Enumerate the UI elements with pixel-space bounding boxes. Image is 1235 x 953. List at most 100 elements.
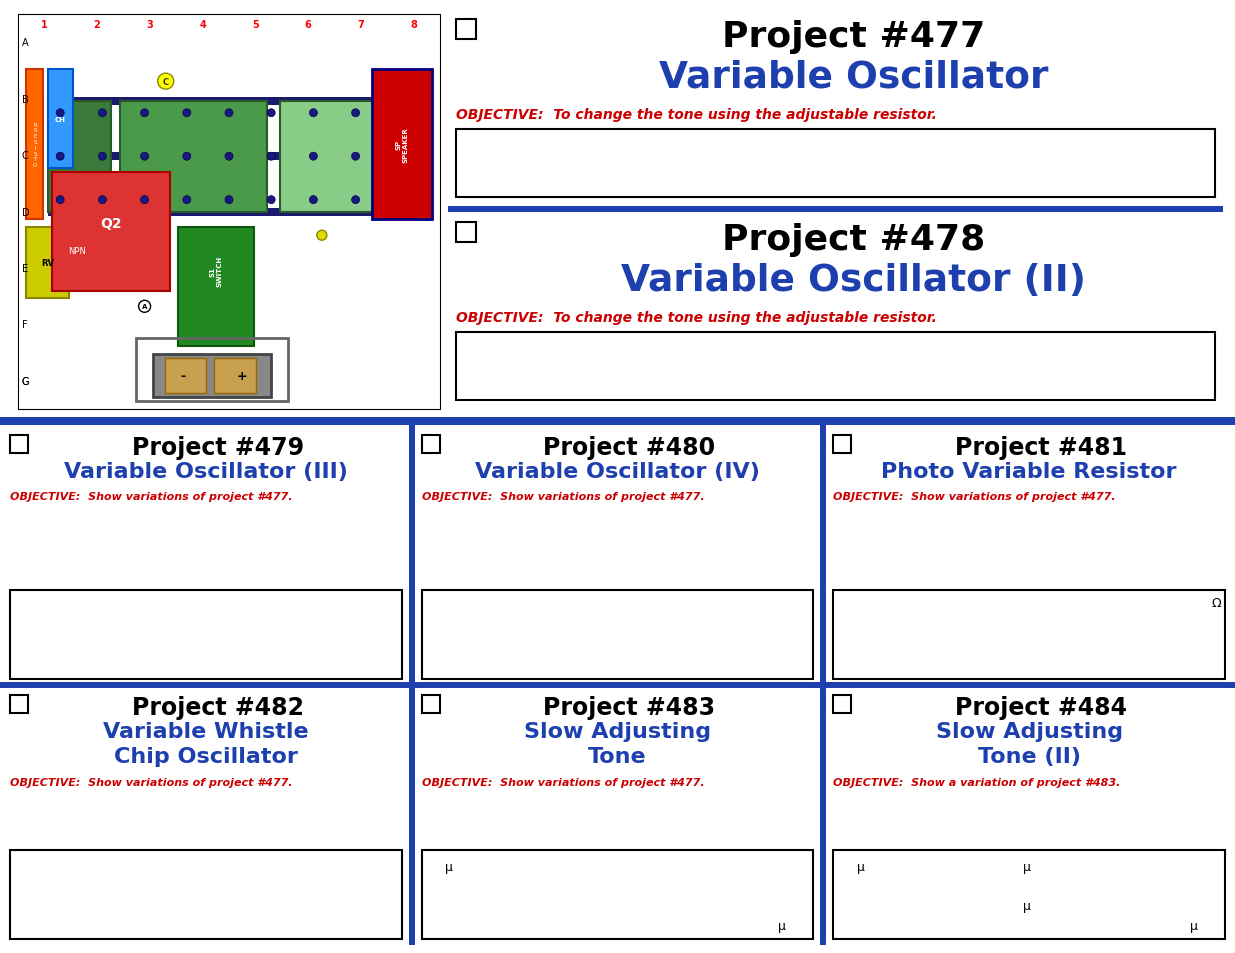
Circle shape <box>57 196 64 205</box>
Circle shape <box>267 110 275 117</box>
Bar <box>10 591 401 679</box>
Bar <box>409 426 415 945</box>
Circle shape <box>225 153 233 161</box>
Bar <box>456 130 1215 198</box>
Bar <box>178 228 254 347</box>
Text: Variable Oscillator (IV): Variable Oscillator (IV) <box>475 461 760 481</box>
Text: C: C <box>22 151 28 161</box>
Circle shape <box>267 153 275 161</box>
Text: Project #480: Project #480 <box>543 436 715 459</box>
Text: -: - <box>180 370 185 382</box>
Bar <box>47 71 73 169</box>
Circle shape <box>317 231 327 241</box>
Bar <box>52 172 170 292</box>
Bar <box>421 696 440 713</box>
Circle shape <box>99 153 106 161</box>
Circle shape <box>57 153 64 161</box>
Circle shape <box>183 110 190 117</box>
Text: C: C <box>163 77 169 87</box>
Text: μ: μ <box>1024 860 1031 873</box>
Text: OBJECTIVE:  Show variations of project #477.: OBJECTIVE: Show variations of project #4… <box>421 492 704 501</box>
Bar <box>820 426 826 945</box>
Text: Variable Oscillator: Variable Oscillator <box>658 60 1049 96</box>
Text: 6: 6 <box>305 20 311 30</box>
Bar <box>48 153 410 161</box>
Text: 4: 4 <box>199 20 206 30</box>
Circle shape <box>138 301 151 313</box>
Text: G: G <box>22 376 30 386</box>
Text: S1
SWITCH: S1 SWITCH <box>210 256 222 287</box>
Bar <box>421 850 814 939</box>
Bar <box>153 355 272 397</box>
Bar <box>834 591 1225 679</box>
Text: Variable Oscillator (III): Variable Oscillator (III) <box>64 461 348 481</box>
Circle shape <box>267 196 275 205</box>
Text: Ω: Ω <box>1212 597 1221 610</box>
Text: 1: 1 <box>41 20 48 30</box>
Circle shape <box>141 110 148 117</box>
Bar <box>456 20 475 40</box>
Text: F: F <box>22 320 27 330</box>
Circle shape <box>57 110 64 117</box>
Bar <box>48 102 111 213</box>
Circle shape <box>99 196 106 205</box>
Text: SP
SPEAKER: SP SPEAKER <box>395 128 409 163</box>
Text: NPN: NPN <box>68 247 86 256</box>
Text: Q2: Q2 <box>100 217 122 232</box>
Bar <box>421 436 440 454</box>
Text: A: A <box>22 38 28 49</box>
Text: Project #479: Project #479 <box>132 436 304 459</box>
Circle shape <box>141 153 148 161</box>
Bar <box>373 71 431 220</box>
Bar <box>10 436 28 454</box>
Text: 8: 8 <box>410 20 417 30</box>
Bar <box>0 682 1235 688</box>
Text: 2: 2 <box>94 20 100 30</box>
Text: OBJECTIVE:  To change the tone using the adjustable resistor.: OBJECTIVE: To change the tone using the … <box>456 108 937 122</box>
Bar <box>26 71 43 220</box>
Text: OBJECTIVE:  Show variations of project #477.: OBJECTIVE: Show variations of project #4… <box>834 492 1116 501</box>
Text: Chip Oscillator: Chip Oscillator <box>114 746 298 766</box>
Text: OBJECTIVE:  Show variations of project #477.: OBJECTIVE: Show variations of project #4… <box>10 492 293 501</box>
Text: μ: μ <box>1191 919 1198 932</box>
Text: CH: CH <box>54 116 65 123</box>
Text: μ: μ <box>445 860 453 873</box>
Text: OBJECTIVE:  To change the tone using the adjustable resistor.: OBJECTIVE: To change the tone using the … <box>456 311 937 325</box>
Text: μ: μ <box>857 860 864 873</box>
Text: Project #483: Project #483 <box>543 696 715 720</box>
Bar <box>164 358 206 394</box>
Bar <box>0 417 1235 426</box>
Bar <box>136 338 288 401</box>
Circle shape <box>183 153 190 161</box>
Bar <box>834 696 851 713</box>
Text: R
R
E
S
I
S
T
O: R R E S I S T O <box>33 122 37 168</box>
Bar <box>280 102 373 213</box>
Text: Project #481: Project #481 <box>955 436 1128 459</box>
Circle shape <box>158 74 174 90</box>
Text: μ: μ <box>778 919 787 932</box>
Text: Slow Adjusting: Slow Adjusting <box>936 721 1123 741</box>
Text: 7: 7 <box>357 20 364 30</box>
Bar <box>834 436 851 454</box>
Bar <box>10 696 28 713</box>
Bar <box>10 850 401 939</box>
Text: Tone: Tone <box>588 746 647 766</box>
Bar <box>48 98 410 106</box>
Bar <box>456 223 475 243</box>
Text: OBJECTIVE:  Show a variation of project #483.: OBJECTIVE: Show a variation of project #… <box>834 778 1120 787</box>
Text: Project #477: Project #477 <box>722 20 986 54</box>
Text: Tone (II): Tone (II) <box>978 746 1081 766</box>
Text: RV: RV <box>41 259 54 268</box>
Bar <box>448 207 1223 213</box>
Text: B: B <box>22 94 28 105</box>
Circle shape <box>310 153 317 161</box>
Circle shape <box>99 110 106 117</box>
Circle shape <box>183 196 190 205</box>
Circle shape <box>352 110 359 117</box>
Text: 3: 3 <box>147 20 153 30</box>
Circle shape <box>310 110 317 117</box>
Text: OBJECTIVE:  Show variations of project #477.: OBJECTIVE: Show variations of project #4… <box>10 778 293 787</box>
Bar <box>120 102 268 213</box>
Text: G: G <box>22 377 30 387</box>
Text: Variable Oscillator (II): Variable Oscillator (II) <box>621 263 1086 298</box>
